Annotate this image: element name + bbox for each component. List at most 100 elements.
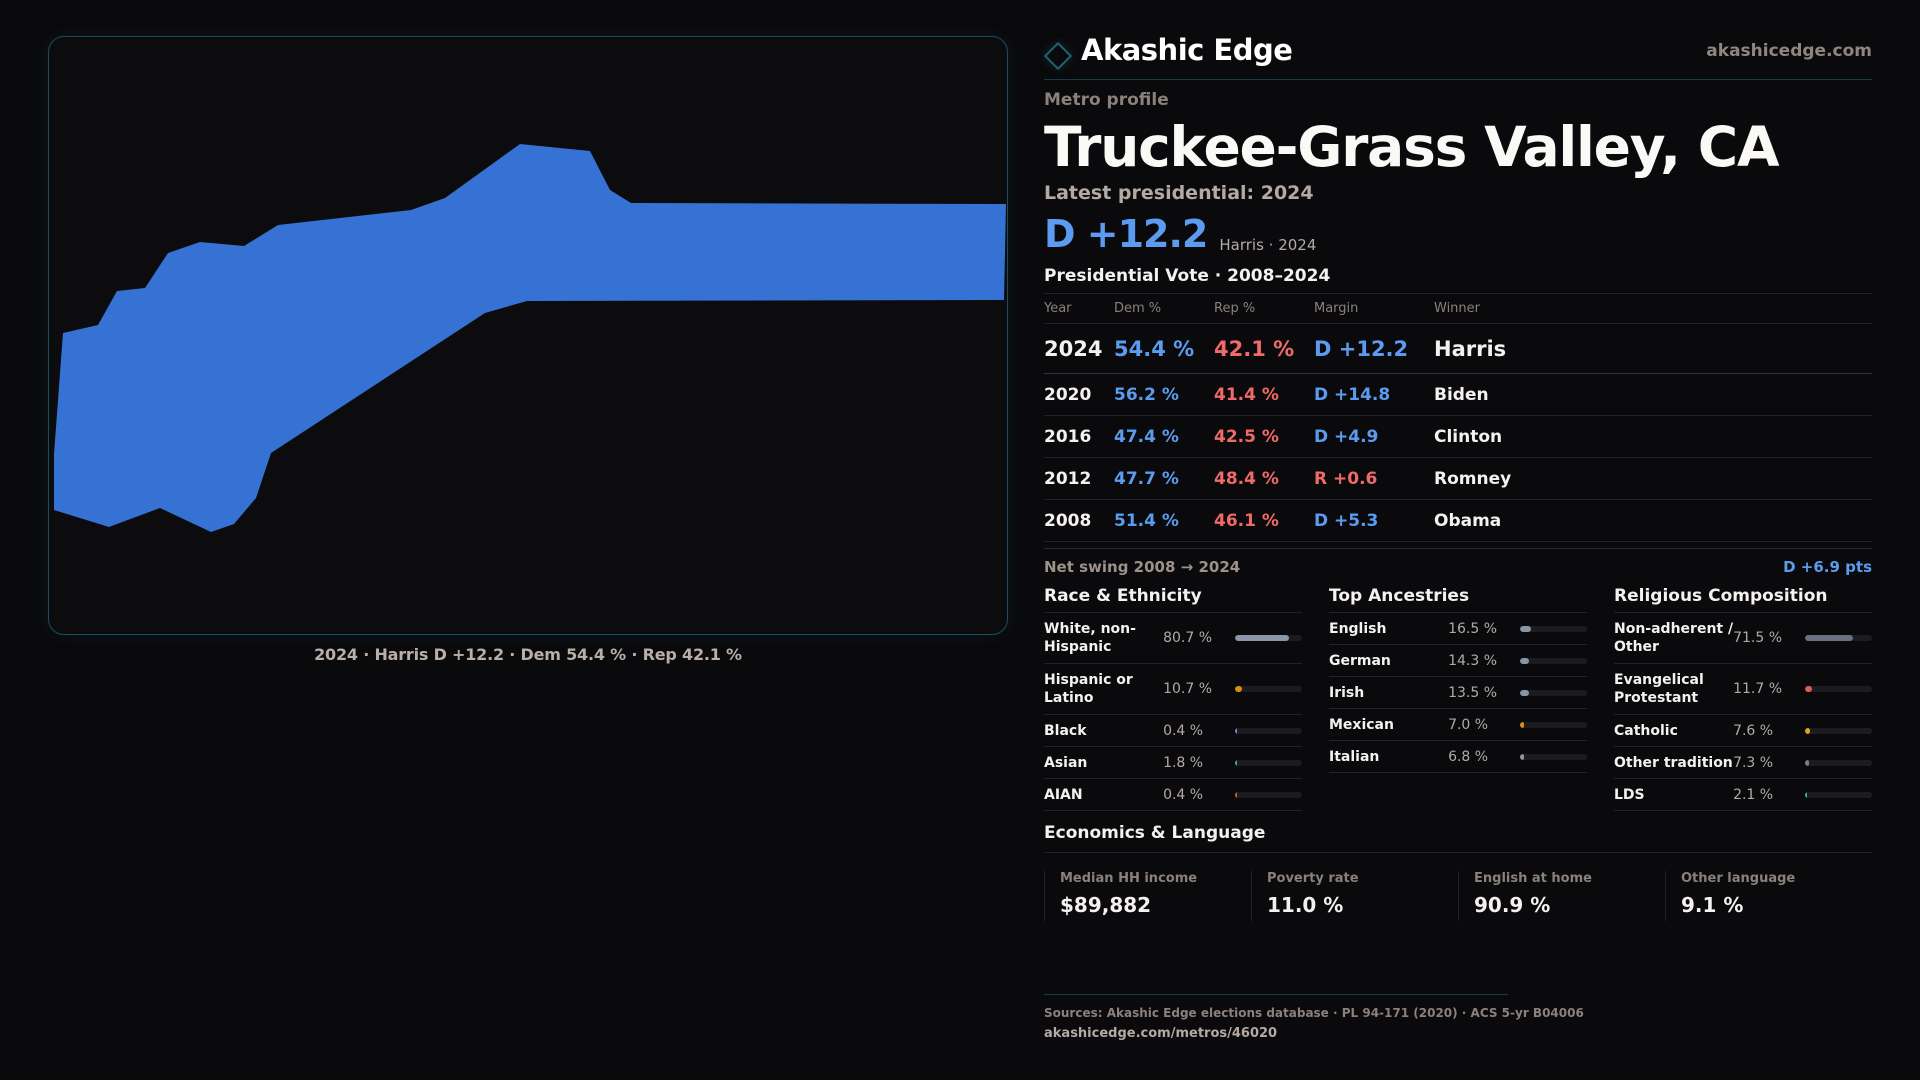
page-title: Truckee-Grass Valley, CA bbox=[1044, 115, 1780, 179]
stat-value: 11.0 % bbox=[1267, 893, 1344, 917]
stat-card-english-at-home: English at home 90.9 % bbox=[1458, 871, 1665, 921]
item-value: 80.7 % bbox=[1163, 630, 1213, 646]
metro-map[interactable] bbox=[48, 36, 1008, 635]
row-year: 2012 bbox=[1044, 468, 1092, 489]
item-label: Irish bbox=[1329, 684, 1365, 701]
share-bar-fill bbox=[1519, 625, 1531, 632]
list-item[interactable]: Non-adherent / Other 71.5 % bbox=[1614, 613, 1873, 664]
table-row[interactable]: 2020 56.2 % 41.4 % D +14.8 Biden bbox=[1044, 374, 1872, 416]
share-bar-fill bbox=[1519, 721, 1525, 728]
item-value: 2.1 % bbox=[1733, 786, 1774, 803]
item-value: 11.7 % bbox=[1733, 681, 1783, 697]
table-row[interactable]: 2024 54.4 % 42.1 % D +12.2 Harris bbox=[1044, 324, 1872, 374]
list-item[interactable]: Other tradition 7.3 % bbox=[1614, 747, 1873, 779]
list-item[interactable]: German 14.3 % bbox=[1329, 645, 1588, 677]
share-bar-fill bbox=[1519, 753, 1525, 760]
row-year: 2024 bbox=[1044, 336, 1103, 361]
stat-label: English at home bbox=[1474, 871, 1592, 886]
eyebrow-label: Metro profile bbox=[1044, 90, 1169, 110]
row-dem-pct: 54.4 % bbox=[1114, 336, 1195, 361]
column-header-year: Year bbox=[1044, 301, 1072, 316]
share-bar bbox=[1804, 727, 1873, 734]
row-rep-pct: 48.4 % bbox=[1214, 468, 1279, 489]
item-label: Catholic bbox=[1614, 722, 1678, 739]
share-bar bbox=[1519, 721, 1588, 728]
item-value: 71.5 % bbox=[1733, 630, 1783, 646]
net-swing-value: D +6.9 pts bbox=[1783, 558, 1872, 576]
top-ancestries-section: Top Ancestries English 16.5 % German 14.3 %… bbox=[1329, 583, 1588, 811]
row-year: 2008 bbox=[1044, 510, 1092, 531]
table-row[interactable]: 2008 51.4 % 46.1 % D +5.3 Obama bbox=[1044, 500, 1872, 542]
share-bar-fill bbox=[1804, 635, 1853, 641]
latest-presidential-label: Latest presidential: 2024 bbox=[1044, 182, 1314, 204]
item-value: 1.8 % bbox=[1163, 754, 1204, 771]
row-winner: Obama bbox=[1434, 510, 1502, 531]
share-bar-fill bbox=[1804, 759, 1810, 766]
list-item[interactable]: Hispanic or Latino 10.7 % bbox=[1044, 664, 1303, 715]
headline-winner-year: Harris · 2024 bbox=[1219, 236, 1317, 254]
item-label: Mexican bbox=[1329, 716, 1394, 733]
diamond-logo-icon bbox=[1043, 41, 1073, 71]
row-winner: Romney bbox=[1434, 468, 1512, 489]
row-winner: Harris bbox=[1434, 336, 1507, 361]
share-bar bbox=[1804, 759, 1873, 766]
list-item[interactable]: English 16.5 % bbox=[1329, 613, 1588, 645]
stat-card-poverty-rate: Poverty rate 11.0 % bbox=[1251, 871, 1458, 921]
brand-url-link[interactable]: akashicedge.com bbox=[1706, 41, 1872, 61]
share-bar bbox=[1519, 689, 1588, 696]
list-item[interactable]: LDS 2.1 % bbox=[1614, 779, 1873, 811]
list-item[interactable]: Black 0.4 % bbox=[1044, 715, 1303, 747]
list-item[interactable]: White, non-Hispanic 80.7 % bbox=[1044, 613, 1303, 664]
footer-divider bbox=[1044, 994, 1508, 995]
list-item[interactable]: Asian 1.8 % bbox=[1044, 747, 1303, 779]
list-item[interactable]: Italian 6.8 % bbox=[1329, 741, 1588, 773]
table-row[interactable]: 2016 47.4 % 42.5 % D +4.9 Clinton bbox=[1044, 416, 1872, 458]
top-ancestries-title: Top Ancestries bbox=[1329, 583, 1587, 613]
share-bar-fill bbox=[1804, 727, 1810, 734]
list-item[interactable]: AIAN 0.4 % bbox=[1044, 779, 1303, 811]
row-rep-pct: 46.1 % bbox=[1214, 510, 1279, 531]
row-dem-pct: 47.4 % bbox=[1114, 426, 1179, 447]
row-margin: D +14.8 bbox=[1314, 384, 1391, 405]
map-caption: 2024 · Harris D +12.2 · Dem 54.4 % · Rep… bbox=[314, 645, 742, 664]
table-header-row: Year Dem % Rep % Margin Winner bbox=[1044, 294, 1872, 324]
share-bar bbox=[1804, 635, 1873, 641]
stat-card-other-language: Other language 9.1 % bbox=[1665, 871, 1872, 921]
item-value: 14.3 % bbox=[1448, 652, 1498, 669]
row-dem-pct: 56.2 % bbox=[1114, 384, 1179, 405]
row-winner: Clinton bbox=[1434, 426, 1503, 447]
net-swing-label: Net swing 2008 → 2024 bbox=[1044, 558, 1241, 576]
religious-composition-title: Religious Composition bbox=[1614, 583, 1872, 613]
list-item[interactable]: Mexican 7.0 % bbox=[1329, 709, 1588, 741]
table-row[interactable]: 2012 47.7 % 48.4 % R +0.6 Romney bbox=[1044, 458, 1872, 500]
list-item[interactable]: Catholic 7.6 % bbox=[1614, 715, 1873, 747]
share-bar-fill bbox=[1519, 657, 1530, 664]
list-item[interactable]: Irish 13.5 % bbox=[1329, 677, 1588, 709]
share-bar-fill bbox=[1234, 759, 1237, 766]
race-ethnicity-title: Race & Ethnicity bbox=[1044, 583, 1302, 613]
footer-permalink[interactable]: akashicedge.com/metros/46020 bbox=[1044, 1026, 1278, 1041]
item-label: AIAN bbox=[1044, 786, 1083, 803]
item-value: 0.4 % bbox=[1163, 786, 1204, 803]
item-label: Other tradition bbox=[1614, 754, 1733, 771]
row-dem-pct: 51.4 % bbox=[1114, 510, 1179, 531]
row-year: 2020 bbox=[1044, 384, 1092, 405]
metro-boundary-shape[interactable] bbox=[54, 144, 1006, 532]
share-bar bbox=[1804, 791, 1873, 798]
share-bar-fill bbox=[1519, 689, 1529, 696]
row-margin: D +12.2 bbox=[1314, 336, 1409, 361]
item-label: Evangelical Protestant bbox=[1614, 672, 1704, 706]
list-item[interactable]: Evangelical Protestant 11.7 % bbox=[1614, 664, 1873, 715]
share-bar-fill bbox=[1234, 727, 1237, 734]
presidential-vote-table: Year Dem % Rep % Margin Winner 2024 54.4… bbox=[1044, 293, 1872, 549]
net-swing-row: Net swing 2008 → 2024 D +6.9 pts bbox=[1044, 549, 1872, 583]
footer-sources: Sources: Akashic Edge elections database… bbox=[1044, 1006, 1584, 1020]
item-label: Black bbox=[1044, 722, 1087, 739]
profile-panel: Akashic Edge akashicedge.com Metro profi… bbox=[1043, 30, 1873, 921]
religious-composition-section: Religious Composition Non-adherent / Oth… bbox=[1614, 583, 1873, 811]
brand-header: Akashic Edge akashicedge.com bbox=[1043, 30, 1872, 80]
row-rep-pct: 42.1 % bbox=[1214, 336, 1295, 361]
stat-label: Other language bbox=[1681, 871, 1796, 886]
share-bar bbox=[1234, 686, 1303, 692]
share-bar bbox=[1519, 753, 1588, 760]
